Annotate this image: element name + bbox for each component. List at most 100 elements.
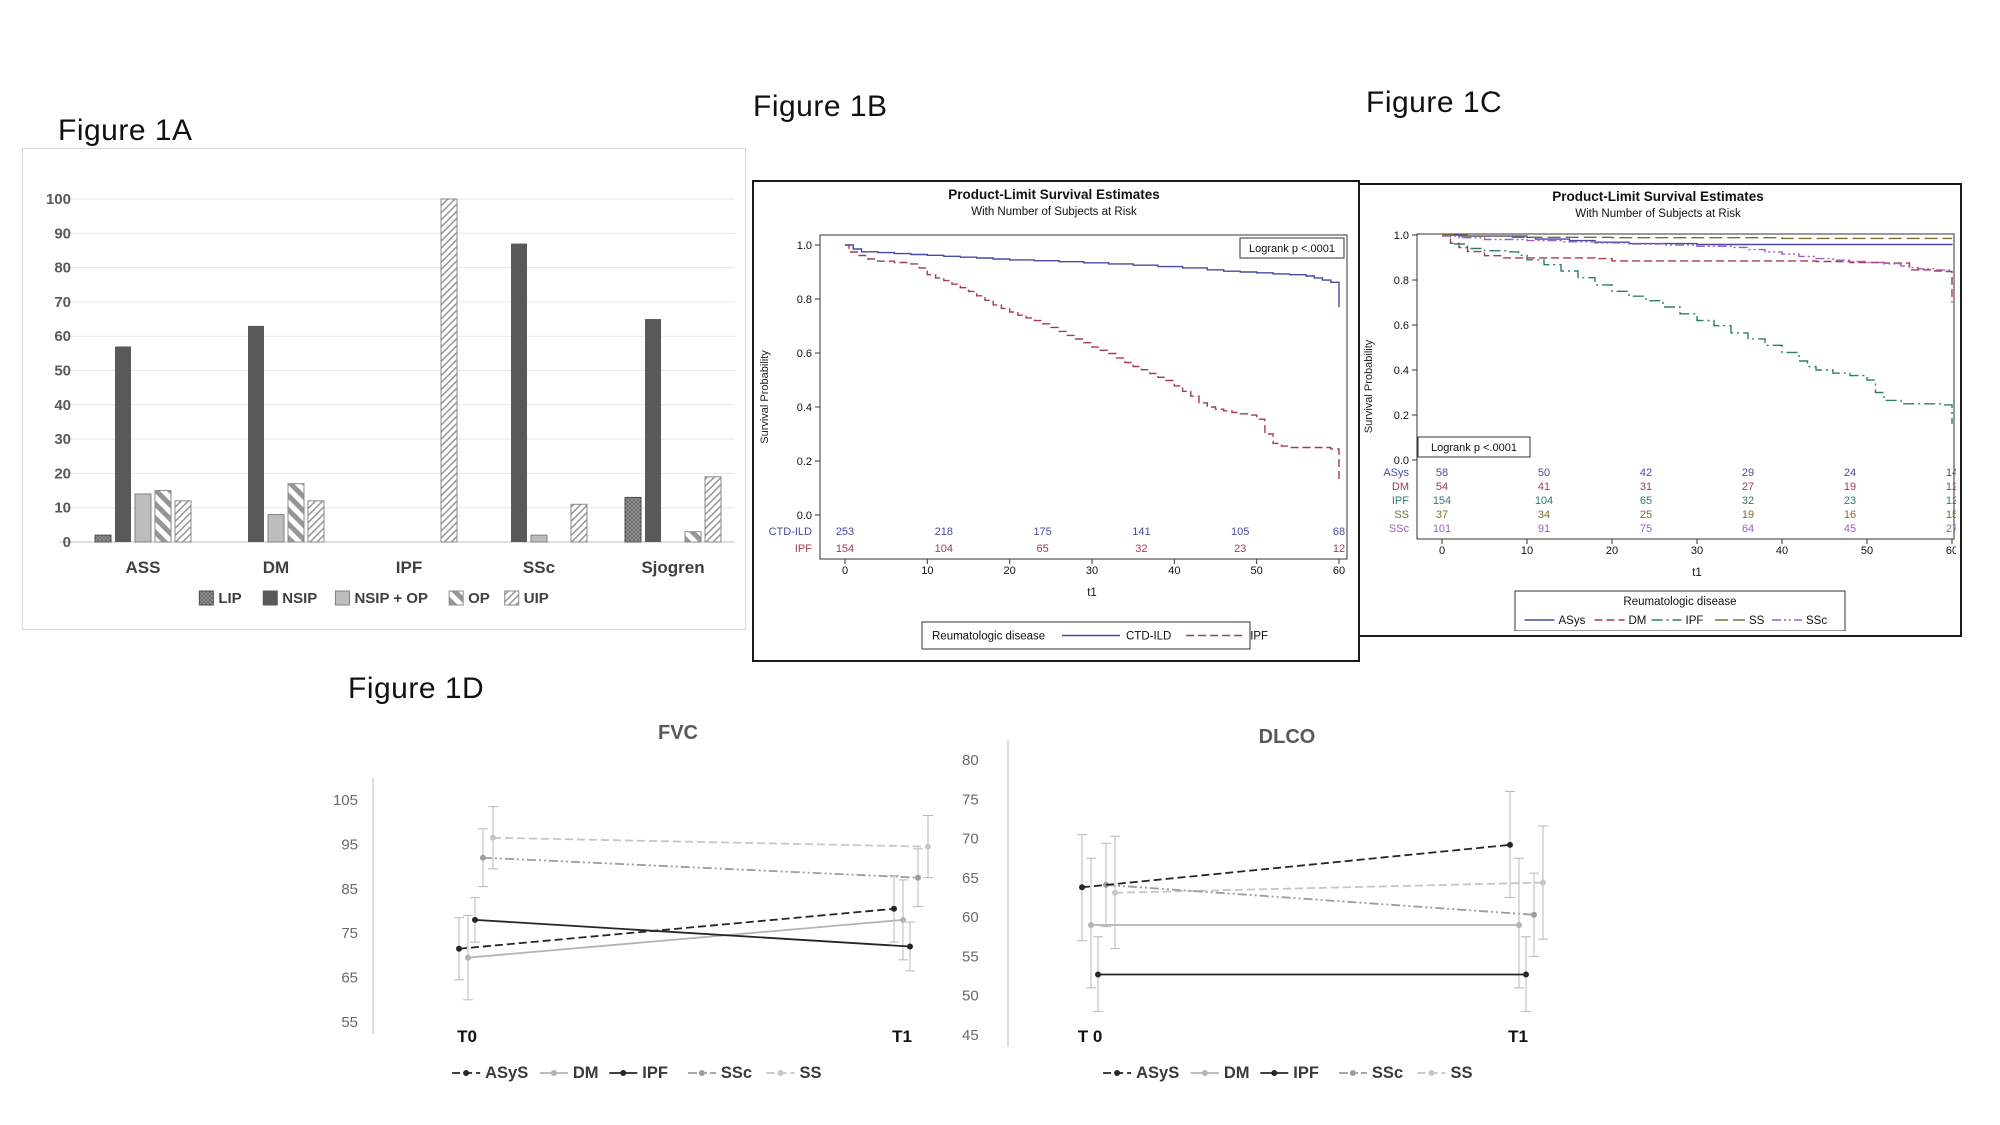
at-risk-count: 101 <box>1433 523 1451 535</box>
at-risk-count: 105 <box>1231 526 1249 538</box>
y-tick-label: 0.8 <box>797 294 812 306</box>
at-risk-count: 218 <box>935 526 953 538</box>
legend-label: IPF <box>642 1064 668 1082</box>
x-tick-label: 40 <box>1776 545 1788 557</box>
at-risk-count: 12 <box>1946 481 1956 493</box>
x-axis-title: t1 <box>1692 567 1702 579</box>
data-point-SS <box>1540 879 1546 886</box>
legend-swatch <box>334 590 350 606</box>
legend-marker <box>1114 1070 1121 1076</box>
legend-label: SSc <box>721 1064 752 1082</box>
legend-label: SS <box>1749 615 1765 627</box>
at-risk-count: 68 <box>1333 526 1345 538</box>
data-point-ASyS <box>456 945 462 952</box>
series-line-SS <box>492 836 929 848</box>
legend-item-DM: DM <box>539 1064 599 1082</box>
y-tick-label: 60 <box>962 909 979 926</box>
data-point-ASyS <box>1507 841 1513 848</box>
series-DM <box>463 879 908 1001</box>
legend-label: ASys <box>1559 615 1586 627</box>
legend-item-IPF: IPF <box>609 1064 668 1082</box>
at-risk-count: 32 <box>1135 543 1147 555</box>
at-risk-count: 91 <box>1538 523 1550 535</box>
figure-1a-panel: 0 10 20 30 40 50 60 70 80 90 100 ASS DM IPF SSc Sjogren… <box>22 148 746 630</box>
at-risk-row-label: IPF <box>795 543 812 555</box>
y-tick-label: 10 <box>54 500 71 517</box>
legend-marker <box>777 1070 784 1076</box>
km-curve-IPF <box>1442 234 1953 424</box>
data-point-DM <box>1516 921 1522 928</box>
series-IPF <box>1093 936 1531 1012</box>
at-risk-row-label: SSc <box>1389 523 1410 535</box>
at-risk-count: 253 <box>836 526 854 538</box>
bar-DM-OP <box>287 483 305 543</box>
figure-1c-label: Figure 1C <box>1366 86 1503 119</box>
series-ASyS <box>1077 790 1515 942</box>
data-point-SSc <box>1531 911 1537 918</box>
at-risk-count: 16 <box>1844 509 1856 521</box>
y-tick-label: 75 <box>341 925 358 942</box>
at-risk-count: 12 <box>1333 543 1345 555</box>
series-line-SSc <box>482 856 919 879</box>
logrank-text: Logrank p <.0001 <box>1431 442 1517 454</box>
data-point-SS <box>490 834 496 841</box>
legend-label: DM <box>1629 615 1647 627</box>
at-risk-count: 24 <box>1844 467 1856 479</box>
y-tick-label: 55 <box>962 948 979 965</box>
series-ASyS <box>454 874 899 981</box>
x-category-label: T1 <box>892 1027 912 1046</box>
y-tick-label: 60 <box>54 328 71 345</box>
legend-label: SSc <box>1372 1064 1403 1082</box>
km-curve-SS <box>1442 234 1952 240</box>
legend-item-NSIP + OP: NSIP + OP <box>334 590 428 607</box>
category-label: Sjogren <box>641 558 704 577</box>
bar-DM-NSIP + OP <box>267 514 285 543</box>
y-tick-label: 100 <box>46 191 71 208</box>
fvc-slope-chart: 105 95 85 75 65 55 T0 T1 ASyS DM IPF SSc SS <box>333 778 933 1082</box>
legend-swatch <box>262 590 278 606</box>
y-tick-label: 0 <box>63 534 71 551</box>
at-risk-count: 42 <box>1640 467 1652 479</box>
legend-label: SSc <box>1806 615 1827 627</box>
y-tick-label: 65 <box>962 870 979 887</box>
at-risk-count: 104 <box>1535 495 1553 507</box>
y-tick-label: 105 <box>333 792 358 809</box>
x-axis-title: t1 <box>1087 587 1097 599</box>
dlco-slope-chart: 80 75 70 65 60 55 50 45 T 0 T1 ASyS DM IPF SSc SS <box>962 740 1548 1082</box>
x-tick-label: 30 <box>1691 545 1703 557</box>
at-risk-count: 27 <box>1946 523 1956 535</box>
data-point-SSc <box>915 874 921 881</box>
at-risk-count: 19 <box>1742 509 1754 521</box>
x-tick-label: 30 <box>1086 565 1098 577</box>
y-tick-label: 70 <box>962 831 979 848</box>
legend-item-SS: SS <box>766 1064 822 1082</box>
at-risk-count: 141 <box>1132 526 1150 538</box>
at-risk-count: 154 <box>1433 495 1451 507</box>
x-tick-label: 10 <box>1521 545 1533 557</box>
x-tick-label: 20 <box>1004 565 1016 577</box>
logrank-box <box>1239 237 1345 259</box>
logrank-text: Logrank p <.0001 <box>1249 243 1335 255</box>
at-risk-count: 58 <box>1436 467 1448 479</box>
at-risk-count: 41 <box>1538 481 1550 493</box>
data-point-SSc <box>480 854 486 861</box>
plot-subtitle: With Number of Subjects at Risk <box>1575 208 1741 220</box>
at-risk-count: 14 <box>1946 467 1956 479</box>
y-axis-title: Survival Probability <box>1363 339 1375 433</box>
y-tick-label: 70 <box>54 294 71 311</box>
y-axis-title: Survival Probability <box>759 350 771 444</box>
legend-item-UIP: UIP <box>504 590 549 607</box>
x-tick-label: 60 <box>1333 565 1345 577</box>
legend-title: Reumatologic disease <box>932 631 1045 643</box>
at-risk-row-label: IPF <box>1392 495 1409 507</box>
at-risk-count: 50 <box>1538 467 1550 479</box>
km-curve-CTD-ILD <box>845 244 1340 308</box>
series-SS <box>1110 825 1548 950</box>
category-label: ASS <box>126 558 161 577</box>
legend-item-LIP: LIP <box>198 590 242 607</box>
bar-ASS-OP <box>154 490 172 543</box>
plot-title: Product-Limit Survival Estimates <box>1552 189 1764 204</box>
at-risk-count: 27 <box>1742 481 1754 493</box>
series-line-DM <box>467 918 904 959</box>
legend-box <box>1514 590 1846 631</box>
